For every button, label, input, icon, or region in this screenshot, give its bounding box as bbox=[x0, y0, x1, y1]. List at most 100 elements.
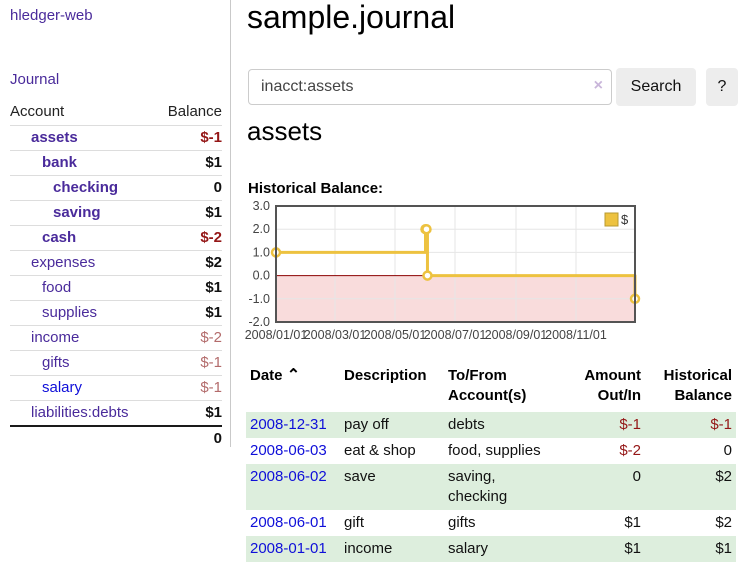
tx-balance-cell: 0 bbox=[723, 442, 732, 459]
account-row: bank $1 bbox=[10, 150, 222, 176]
account-link[interactable]: salary bbox=[42, 379, 83, 396]
tx-date-link[interactable]: 2008-06-03 bbox=[250, 442, 327, 459]
sort-ascending-icon: ⌃ bbox=[286, 367, 301, 384]
account-cell: bank bbox=[10, 150, 156, 176]
accounts-total-spacer bbox=[10, 425, 156, 451]
table-row: 2008-12-31 pay off debts $-1 $-1 bbox=[246, 412, 736, 438]
search-box: × bbox=[248, 69, 612, 105]
svg-text:1.0: 1.0 bbox=[253, 245, 270, 259]
tx-accounts-cell: salary bbox=[448, 540, 489, 557]
tx-balance-cell: $-1 bbox=[710, 416, 732, 433]
tx-balance-cell: $2 bbox=[715, 514, 732, 531]
search-input[interactable] bbox=[248, 69, 612, 105]
chart-svg: $3.0 2.0 1.0 0.0 -1.0 -2.02008/01/012008/03/0… bbox=[245, 201, 641, 342]
chart-title: Historical Balance: bbox=[248, 180, 384, 197]
svg-text:2008/01/01: 2008/01/01 bbox=[245, 328, 308, 342]
svg-text:2008/03/01: 2008/03/01 bbox=[304, 328, 367, 342]
tx-date-link[interactable]: 2008-06-01 bbox=[250, 514, 327, 531]
account-cell: checking bbox=[10, 175, 156, 201]
account-balance: $1 bbox=[155, 400, 222, 427]
tx-header-date-label: Date bbox=[250, 367, 283, 384]
account-row: gifts $-1 bbox=[10, 350, 222, 376]
account-row: saving $1 bbox=[10, 200, 222, 226]
account-link[interactable]: gifts bbox=[42, 354, 70, 371]
account-row: salary $-1 bbox=[10, 375, 222, 401]
tx-description-cell: income bbox=[344, 540, 393, 557]
svg-text:-2.0: -2.0 bbox=[248, 315, 270, 329]
search-form: × Search ? bbox=[248, 68, 738, 106]
account-balance: $-1 bbox=[155, 375, 222, 401]
tx-header-amount: Amount Out/In bbox=[584, 367, 641, 404]
account-link[interactable]: liabilities:debts bbox=[31, 404, 129, 421]
account-cell: liabilities:debts bbox=[10, 400, 156, 427]
svg-text:3.0: 3.0 bbox=[253, 201, 270, 213]
tx-description-cell: save bbox=[344, 468, 376, 485]
tx-date-link[interactable]: 2008-06-02 bbox=[250, 468, 327, 485]
clear-search-icon[interactable]: × bbox=[593, 77, 603, 94]
account-cell: saving bbox=[10, 200, 156, 226]
account-row: expenses $2 bbox=[10, 250, 222, 276]
tx-description-cell: pay off bbox=[344, 416, 389, 433]
account-heading: assets bbox=[247, 116, 323, 146]
account-link[interactable]: checking bbox=[53, 179, 119, 196]
account-row: liabilities:debts $1 bbox=[10, 400, 222, 427]
app-title-link[interactable]: hledger-web bbox=[10, 7, 93, 24]
tx-description-cell: gift bbox=[344, 514, 365, 531]
account-cell: expenses bbox=[10, 250, 156, 276]
svg-text:2008/05/01: 2008/05/01 bbox=[364, 328, 427, 342]
tx-amount-cell: 0 bbox=[632, 468, 641, 485]
tx-amount-cell: $1 bbox=[624, 540, 641, 557]
accounts-header-balance: Balance bbox=[155, 100, 222, 126]
tx-header-balance: Historical Balance bbox=[663, 367, 732, 404]
tx-date-cell: 2008-06-03 bbox=[246, 438, 340, 464]
tx-description-cell: eat & shop bbox=[344, 442, 416, 459]
account-balance: $1 bbox=[155, 300, 222, 326]
account-link[interactable]: supplies bbox=[42, 304, 98, 321]
account-balance: $-2 bbox=[155, 325, 222, 351]
account-balance: $1 bbox=[155, 200, 222, 226]
account-row: checking 0 bbox=[10, 175, 222, 201]
account-link[interactable]: food bbox=[42, 279, 72, 296]
account-row: supplies $1 bbox=[10, 300, 222, 326]
transactions-table: Date ⌃ Description To/From Account(s) Am… bbox=[246, 362, 736, 562]
account-link[interactable]: bank bbox=[42, 154, 78, 171]
transactions-table-body: 2008-12-31 pay off debts $-1 $-1 2008-06-03 ea… bbox=[246, 412, 736, 562]
account-link[interactable]: expenses bbox=[31, 254, 96, 271]
account-link[interactable]: saving bbox=[53, 204, 101, 221]
sidebar-item-journal[interactable]: Journal bbox=[10, 71, 60, 88]
help-button[interactable]: ? bbox=[706, 68, 738, 106]
account-balance: $1 bbox=[155, 275, 222, 301]
table-row: 2008-06-03 eat & shop food, supplies $-2 0 bbox=[246, 438, 736, 464]
tx-header-description: Description bbox=[344, 367, 427, 384]
account-balance: $-2 bbox=[155, 225, 222, 251]
account-link[interactable]: assets bbox=[31, 129, 78, 146]
tx-accounts-cell: food, supplies bbox=[448, 442, 541, 459]
tx-date-cell: 2008-01-01 bbox=[246, 536, 340, 562]
tx-amount-cell: $1 bbox=[624, 514, 641, 531]
account-link[interactable]: cash bbox=[42, 229, 77, 246]
accounts-table-body: assets $-1 bank $1 checking 0 saving $1 cash $-2 e… bbox=[10, 125, 222, 427]
account-row: food $1 bbox=[10, 275, 222, 301]
svg-text:-1.0: -1.0 bbox=[248, 292, 270, 306]
account-balance: $-1 bbox=[155, 350, 222, 376]
account-balance: 0 bbox=[155, 175, 222, 201]
historical-balance-chart: $3.0 2.0 1.0 0.0 -1.0 -2.0 2008/01/01 2008/03/0… bbox=[243, 201, 643, 347]
table-row: 2008-06-02 save saving, checking 0 $2 bbox=[246, 464, 736, 510]
tx-date-cell: 2008-12-31 bbox=[246, 412, 340, 438]
tx-accounts-cell: saving, checking bbox=[448, 468, 508, 505]
tx-header-date[interactable]: Date ⌃ bbox=[246, 362, 340, 412]
accounts-header-account: Account bbox=[10, 100, 156, 126]
account-link[interactable]: income bbox=[31, 329, 80, 346]
svg-text:2008/09/01: 2008/09/01 bbox=[485, 328, 548, 342]
svg-text:2008/07/01: 2008/07/01 bbox=[424, 328, 487, 342]
tx-date-link[interactable]: 2008-12-31 bbox=[250, 416, 327, 433]
svg-text:$: $ bbox=[621, 212, 629, 227]
account-row: cash $-2 bbox=[10, 225, 222, 251]
svg-text:2008/11/01: 2008/11/01 bbox=[545, 328, 607, 342]
search-button[interactable]: Search bbox=[616, 68, 696, 106]
tx-balance-cell: $1 bbox=[715, 540, 732, 557]
sidebar: hledger-web Journal Account Balance asse… bbox=[0, 0, 231, 451]
tx-date-link[interactable]: 2008-01-01 bbox=[250, 540, 327, 557]
account-cell: salary bbox=[10, 375, 156, 401]
account-balance: $-1 bbox=[155, 125, 222, 151]
